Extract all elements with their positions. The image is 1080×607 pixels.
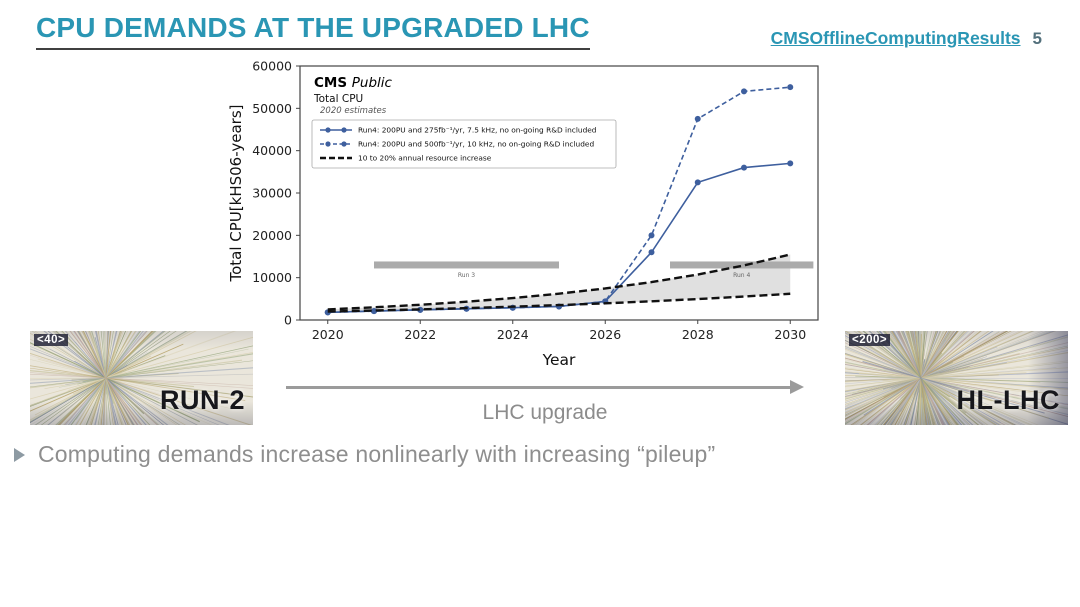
svg-text:Run4: 200PU and 500fb⁻¹/yr, 10: Run4: 200PU and 500fb⁻¹/yr, 10 kHz, no o… xyxy=(358,140,594,149)
svg-text:Run4: 200PU and 275fb⁻¹/yr, 7.: Run4: 200PU and 275fb⁻¹/yr, 7.5 kHz, no … xyxy=(358,126,597,135)
svg-text:2020: 2020 xyxy=(312,327,344,342)
svg-text:Run 3: Run 3 xyxy=(458,272,475,279)
hl-lhc-tracks-image xyxy=(845,331,1068,425)
cpu-demand-chart: Run 3 Run 4 0 10000 20000 30000 40000 50000 6000… xyxy=(224,58,832,380)
run2-caption: RUN-2 xyxy=(159,385,245,415)
svg-text:2026: 2026 xyxy=(589,327,621,342)
svg-text:0: 0 xyxy=(284,313,292,328)
slide-title: CPU DEMANDS AT THE UPGRADED LHC xyxy=(36,12,590,50)
svg-text:Run 4: Run 4 xyxy=(733,272,750,279)
svg-text:10000: 10000 xyxy=(252,270,292,285)
arrow-head-icon xyxy=(790,380,804,394)
svg-text:2028: 2028 xyxy=(682,327,714,342)
svg-text:40000: 40000 xyxy=(252,143,292,158)
svg-text:2030: 2030 xyxy=(774,327,806,342)
arrow-shaft xyxy=(286,386,792,389)
chart-svg: Run 3 Run 4 0 10000 20000 30000 40000 50000 6000… xyxy=(227,59,819,369)
page-number: 5 xyxy=(1032,29,1042,48)
bullet-triangle-icon xyxy=(14,447,25,462)
svg-text:50000: 50000 xyxy=(252,101,292,116)
hl-lhc-event-display: <200> HL-LHC xyxy=(845,331,1068,425)
hl-lhc-caption: HL-LHC xyxy=(956,385,1060,415)
svg-text:2024: 2024 xyxy=(497,327,529,342)
lhc-upgrade-arrow: LHC upgrade xyxy=(286,380,804,429)
svg-text:60000: 60000 xyxy=(252,59,292,74)
bullet-point: Computing demands increase nonlinearly w… xyxy=(14,441,715,468)
pileup-40-label: <40> xyxy=(34,334,69,346)
lhc-upgrade-label: LHC upgrade xyxy=(482,401,608,424)
svg-text:10 to 20% annual resource incr: 10 to 20% annual resource increase xyxy=(358,154,492,163)
pileup-200-label: <200> xyxy=(849,334,891,346)
svg-text:30000: 30000 xyxy=(252,186,292,201)
run2-event-display: <40> RUN-2 xyxy=(30,331,253,425)
svg-text:2022: 2022 xyxy=(404,327,436,342)
svg-text:2020 estimates: 2020 estimates xyxy=(320,106,387,116)
svg-text:Year: Year xyxy=(542,351,576,369)
header-right: CMSOfflineComputingResults 5 xyxy=(771,28,1042,49)
bullet-text: Computing demands increase nonlinearly w… xyxy=(38,441,716,467)
svg-text:Total CPU[kHS06-years]: Total CPU[kHS06-years] xyxy=(227,104,245,282)
svg-text:20000: 20000 xyxy=(252,228,292,243)
cms-offline-computing-results-link[interactable]: CMSOfflineComputingResults xyxy=(770,28,1021,48)
svg-text:CMS Public: CMS Public xyxy=(314,75,393,91)
run2-tracks-image xyxy=(30,331,253,425)
svg-text:Total CPU: Total CPU xyxy=(313,93,363,105)
